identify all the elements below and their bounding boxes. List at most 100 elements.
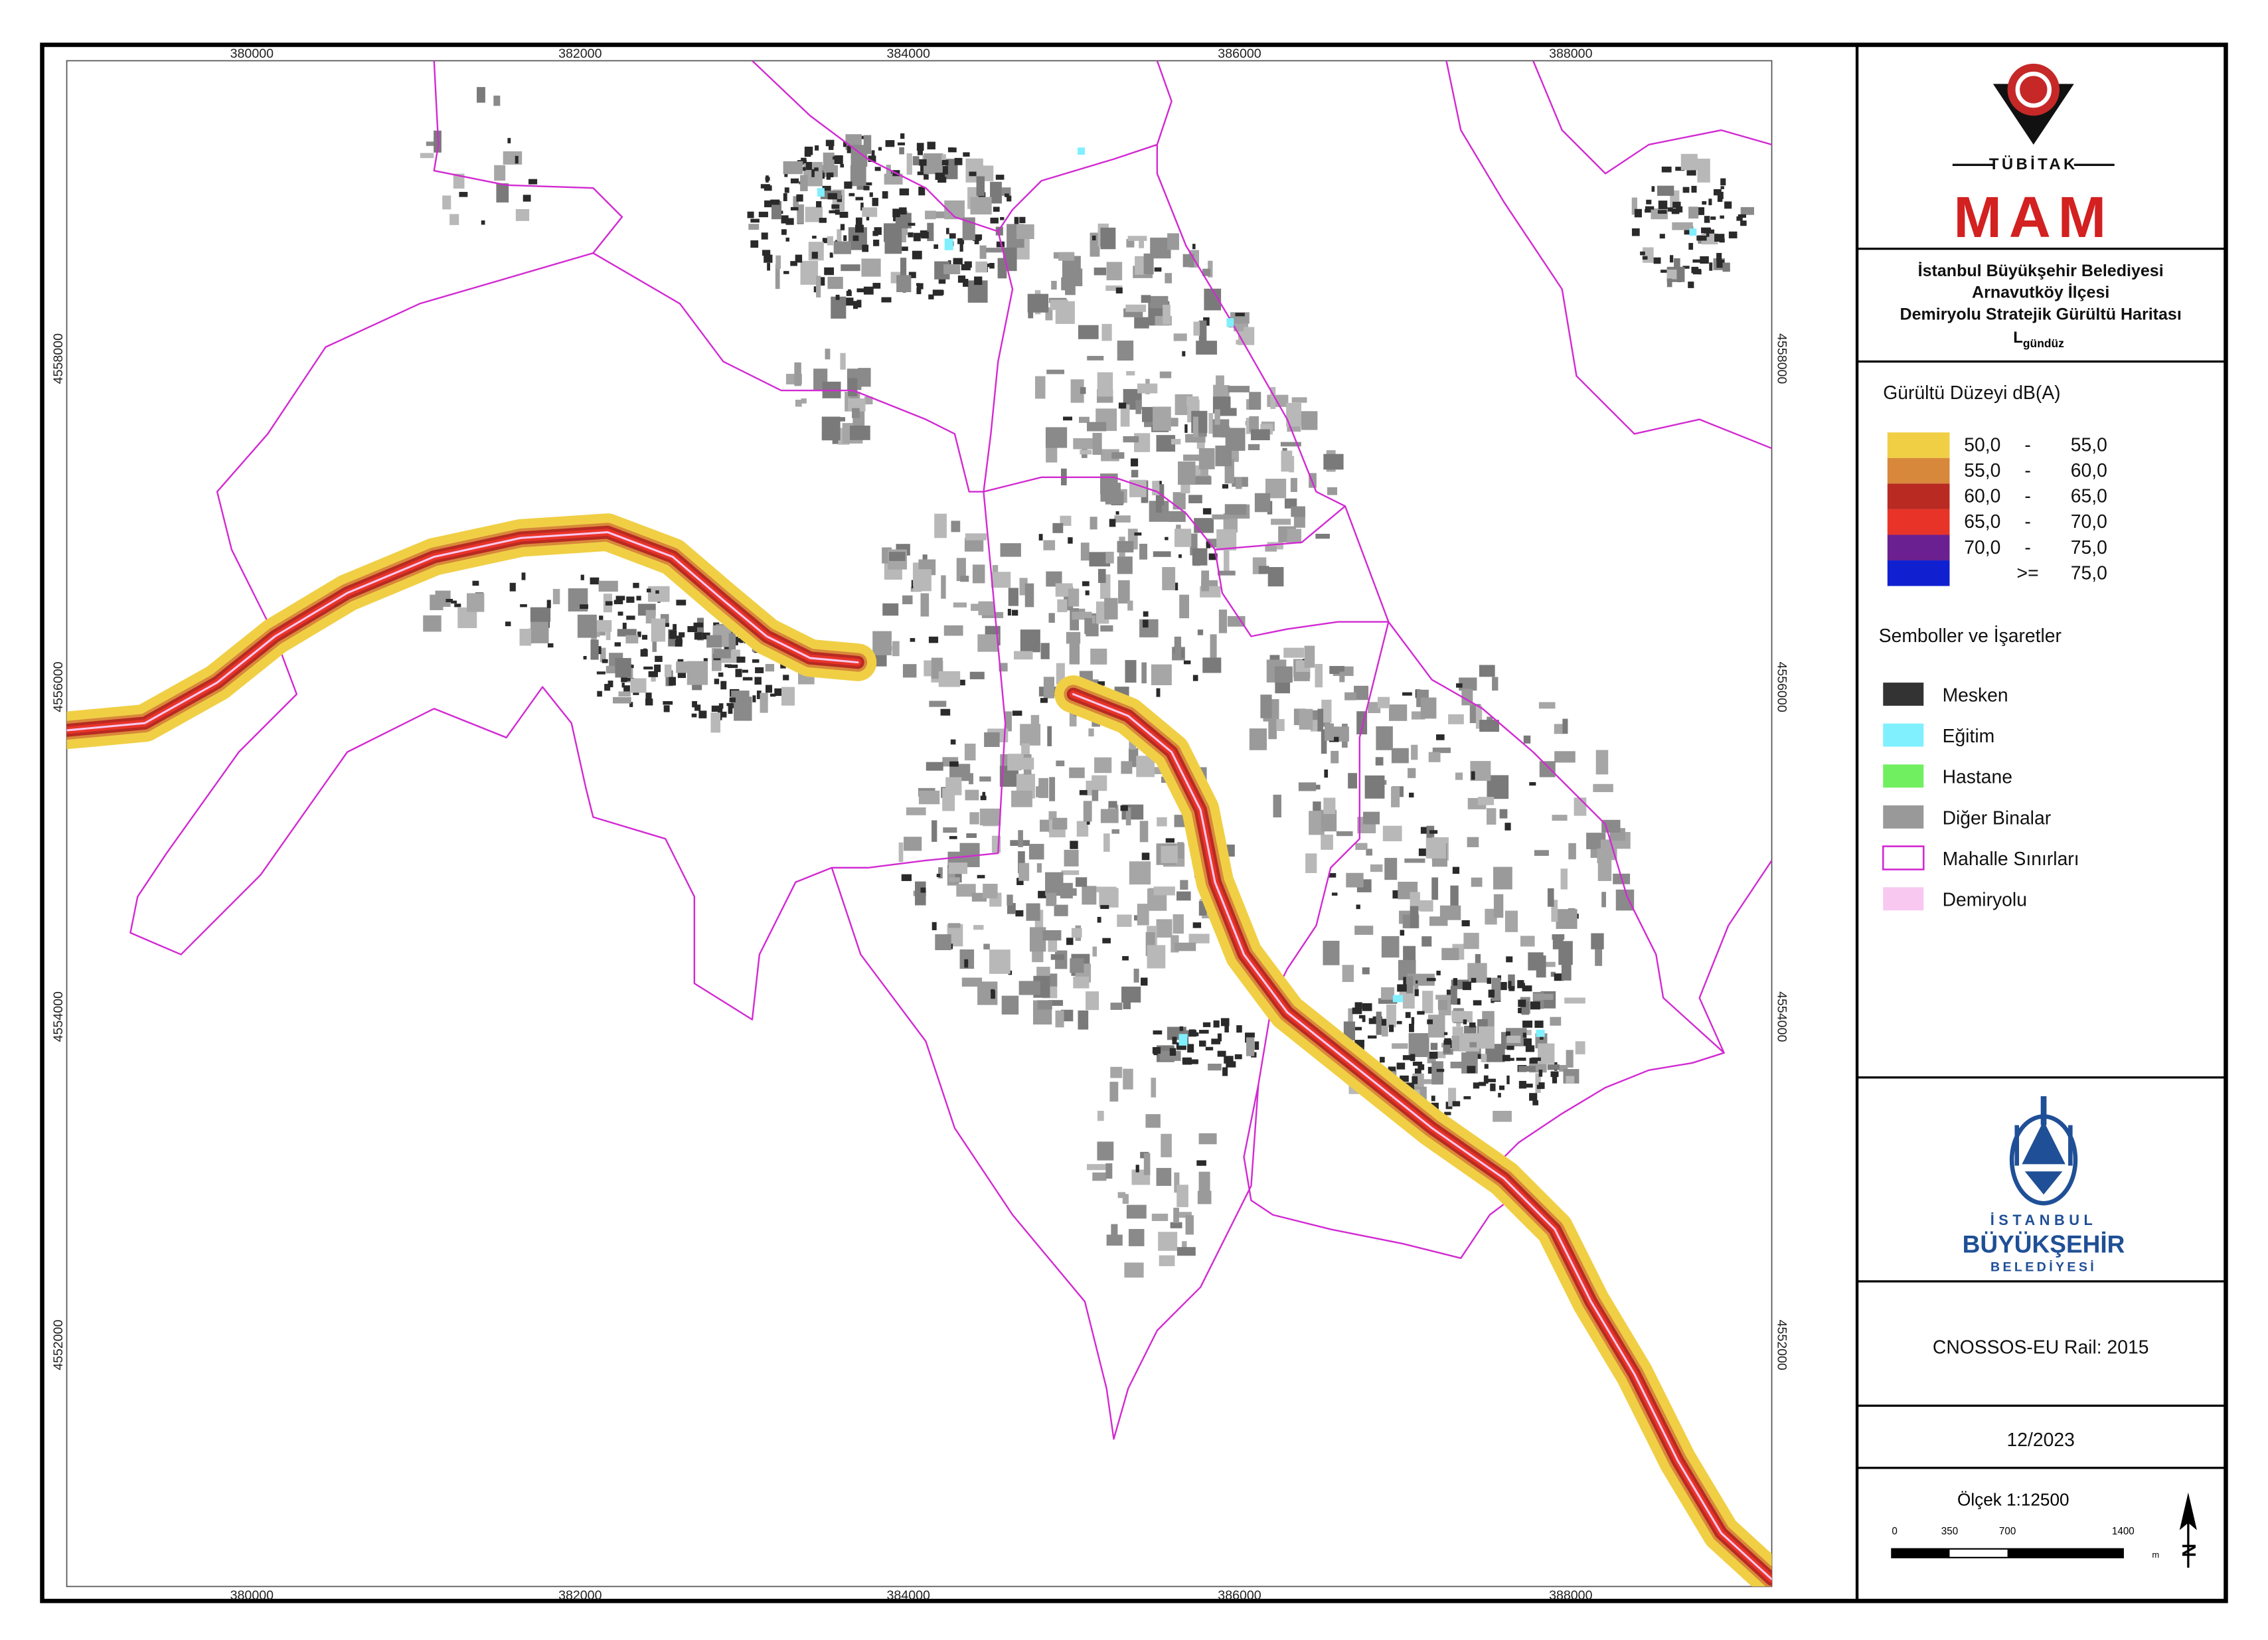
building [825, 139, 835, 147]
building [1443, 1032, 1448, 1035]
building [1499, 809, 1508, 819]
building [1720, 215, 1724, 219]
building [1481, 1054, 1487, 1062]
building [1115, 511, 1119, 515]
building [703, 658, 708, 663]
building [949, 836, 957, 839]
building [882, 603, 899, 616]
building [906, 153, 912, 175]
building [1085, 590, 1090, 596]
building [1151, 664, 1172, 685]
building [1354, 1026, 1362, 1030]
building [964, 261, 972, 268]
building [969, 671, 985, 680]
building [827, 276, 843, 289]
building [1182, 351, 1186, 357]
building [957, 275, 966, 283]
building [1224, 1056, 1234, 1064]
building [752, 695, 756, 702]
building [515, 208, 530, 221]
building [1192, 416, 1198, 438]
building [1125, 660, 1137, 683]
building [864, 182, 872, 186]
building [1534, 1021, 1544, 1028]
building [1106, 1234, 1123, 1246]
y-coordinate: 4556000 [1774, 661, 1789, 712]
building [1493, 1111, 1512, 1122]
building [1706, 232, 1710, 237]
building [928, 294, 934, 299]
building [990, 181, 1002, 204]
building [1201, 570, 1210, 592]
noise-sep: - [2024, 459, 2030, 481]
building [1448, 1088, 1457, 1107]
building [1115, 287, 1123, 293]
building [1173, 914, 1184, 934]
building [1224, 504, 1247, 515]
building [477, 87, 485, 103]
building [1534, 850, 1549, 857]
building [1325, 723, 1335, 741]
building [528, 179, 538, 185]
building [1538, 1082, 1545, 1089]
building [793, 196, 799, 209]
building [929, 700, 947, 707]
building [951, 521, 961, 533]
building [1165, 536, 1169, 540]
building [995, 175, 1005, 180]
building [1078, 1010, 1089, 1030]
building [801, 398, 807, 404]
building [1086, 991, 1099, 1011]
building [939, 289, 944, 295]
building [1344, 692, 1356, 700]
building [783, 193, 787, 201]
building [843, 235, 847, 241]
building [1183, 454, 1200, 461]
building [720, 711, 727, 718]
building [1129, 861, 1151, 885]
building [1217, 1050, 1226, 1057]
building [1388, 1066, 1396, 1072]
building [1659, 234, 1665, 239]
building [1280, 442, 1301, 447]
building [1529, 781, 1536, 786]
building [676, 661, 690, 673]
building [1122, 1194, 1129, 1204]
building [530, 621, 549, 643]
building [664, 664, 672, 677]
building [1420, 827, 1427, 834]
building [918, 790, 940, 805]
building [1521, 1001, 1530, 1015]
building [1097, 372, 1113, 397]
building [1691, 266, 1699, 274]
building [1550, 1017, 1562, 1026]
building [1100, 625, 1113, 632]
building [1118, 402, 1127, 409]
building [1722, 262, 1730, 272]
building [1441, 947, 1459, 961]
building [1704, 216, 1710, 223]
scale-title: Ölçek 1:12500 [1957, 1489, 2069, 1509]
building [1406, 976, 1414, 994]
building [1130, 458, 1139, 467]
building [1701, 227, 1711, 234]
building [979, 808, 1001, 826]
building [1327, 487, 1338, 495]
building [643, 666, 653, 670]
building [1192, 548, 1208, 566]
building [965, 789, 979, 801]
building [736, 637, 747, 643]
building [818, 277, 825, 286]
model-info: CNOSSOS-EU Rail: 2015 [1933, 1337, 2149, 1358]
building [622, 622, 627, 631]
building [1420, 697, 1437, 719]
building [827, 236, 833, 246]
building [1660, 270, 1670, 273]
building [1378, 697, 1390, 708]
building [1159, 1255, 1175, 1266]
building [829, 254, 833, 258]
building [1178, 648, 1185, 659]
building [1192, 922, 1202, 928]
building [626, 615, 635, 620]
noise-high: 75,0 [2071, 562, 2107, 583]
